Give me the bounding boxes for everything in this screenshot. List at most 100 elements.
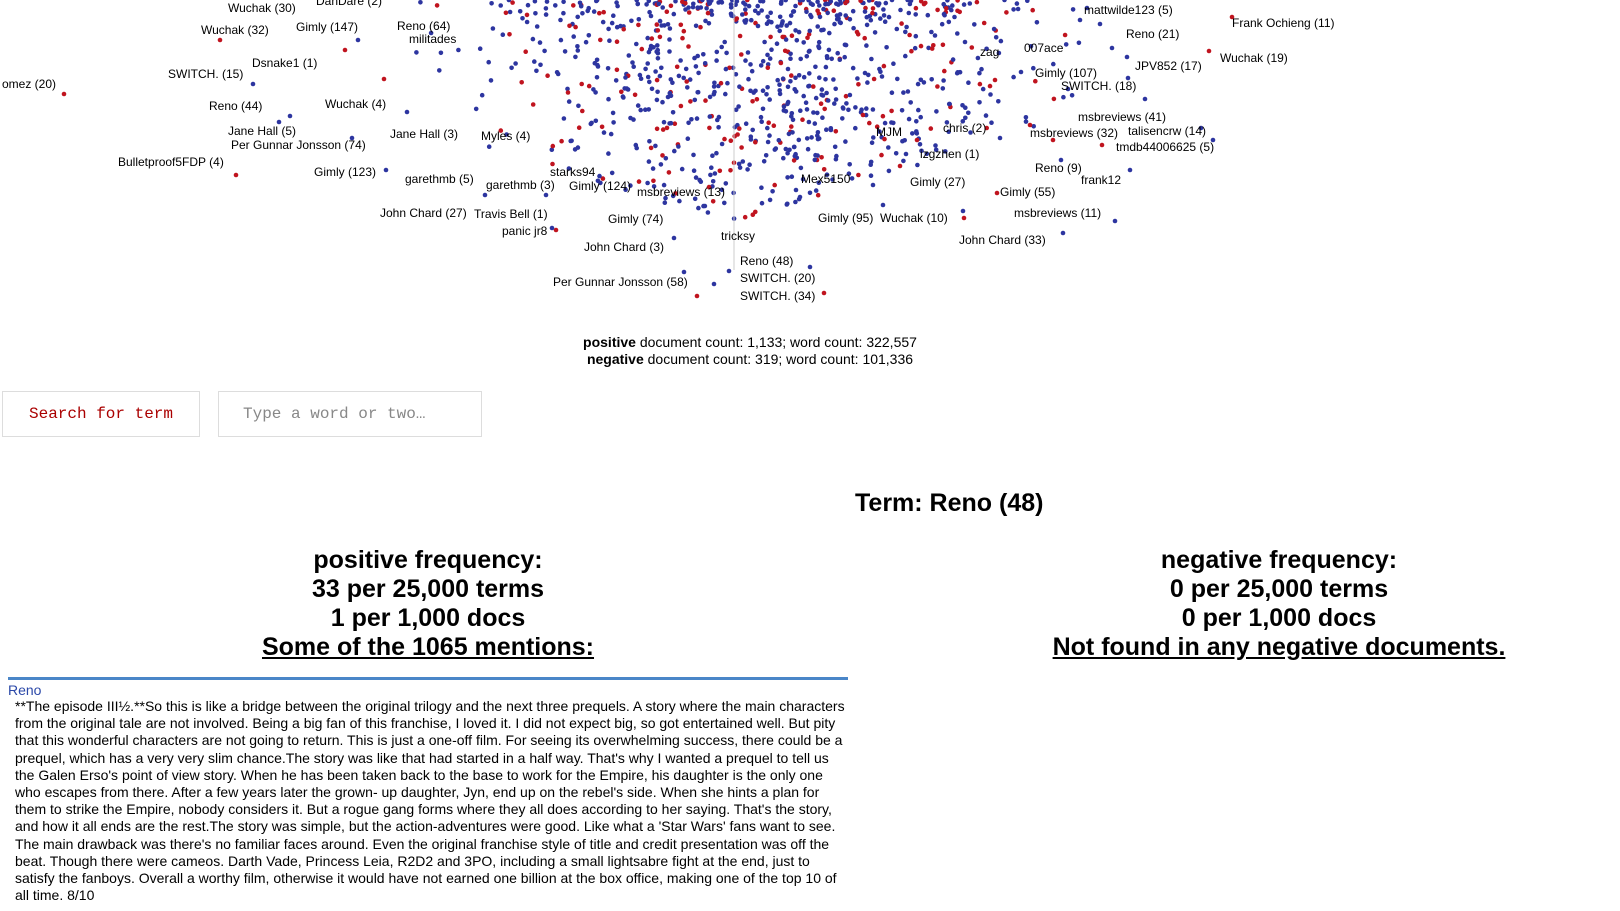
positive-term-dot[interactable] bbox=[796, 29, 802, 35]
negative-term-dot[interactable] bbox=[1062, 32, 1068, 38]
positive-term-dot[interactable] bbox=[667, 90, 673, 96]
negative-term-dot[interactable] bbox=[843, 93, 849, 99]
positive-term-dot[interactable] bbox=[573, 54, 578, 60]
point-label[interactable]: msbreviews (32) bbox=[1030, 126, 1118, 140]
positive-term-dot[interactable] bbox=[797, 0, 803, 3]
negative-term-dot[interactable] bbox=[994, 190, 1000, 196]
snippet-author-link[interactable]: Reno bbox=[8, 682, 42, 698]
positive-term-dot[interactable] bbox=[870, 107, 876, 112]
negative-term-dot[interactable] bbox=[909, 48, 914, 54]
positive-term-dot[interactable] bbox=[820, 93, 826, 98]
positive-term-dot[interactable] bbox=[670, 110, 676, 115]
positive-term-dot[interactable] bbox=[549, 225, 555, 231]
positive-term-dot[interactable] bbox=[543, 6, 549, 11]
positive-term-dot[interactable] bbox=[846, 107, 851, 113]
negative-term-dot[interactable] bbox=[943, 6, 949, 11]
positive-term-dot[interactable] bbox=[532, 59, 537, 64]
positive-term-dot[interactable] bbox=[749, 68, 755, 74]
positive-term-dot[interactable] bbox=[760, 88, 766, 93]
positive-term-dot[interactable] bbox=[950, 3, 955, 8]
positive-term-dot[interactable] bbox=[615, 3, 620, 9]
positive-term-dot[interactable] bbox=[610, 110, 616, 116]
positive-term-dot[interactable] bbox=[824, 172, 830, 177]
positive-term-dot[interactable] bbox=[606, 151, 611, 156]
negative-term-dot[interactable] bbox=[619, 89, 624, 95]
positive-term-dot[interactable] bbox=[716, 114, 722, 120]
positive-term-dot[interactable] bbox=[864, 22, 870, 28]
positive-term-dot[interactable] bbox=[634, 145, 639, 151]
positive-term-dot[interactable] bbox=[504, 132, 509, 137]
positive-term-dot[interactable] bbox=[934, 109, 939, 114]
positive-term-dot[interactable] bbox=[648, 13, 654, 19]
positive-term-dot[interactable] bbox=[837, 57, 843, 62]
positive-term-dot[interactable] bbox=[766, 19, 772, 24]
positive-term-dot[interactable] bbox=[820, 115, 825, 120]
negative-term-dot[interactable] bbox=[507, 32, 512, 37]
positive-term-dot[interactable] bbox=[653, 69, 658, 74]
negative-term-dot[interactable] bbox=[672, 121, 678, 126]
positive-term-dot[interactable] bbox=[568, 138, 573, 144]
positive-term-dot[interactable] bbox=[734, 0, 740, 4]
positive-term-dot[interactable] bbox=[575, 48, 581, 53]
positive-term-dot[interactable] bbox=[566, 99, 572, 104]
positive-term-dot[interactable] bbox=[710, 179, 716, 184]
negative-term-dot[interactable] bbox=[706, 184, 712, 190]
point-label[interactable]: Gimly (55) bbox=[1000, 185, 1055, 199]
positive-term-dot[interactable] bbox=[746, 76, 751, 82]
positive-term-dot[interactable] bbox=[800, 176, 806, 182]
positive-term-dot[interactable] bbox=[804, 9, 809, 15]
positive-term-dot[interactable] bbox=[823, 77, 828, 82]
positive-term-dot[interactable] bbox=[722, 39, 727, 45]
positive-term-dot[interactable] bbox=[658, 162, 664, 167]
positive-term-dot[interactable] bbox=[538, 62, 543, 68]
positive-term-dot[interactable] bbox=[553, 3, 558, 8]
positive-term-dot[interactable] bbox=[828, 127, 834, 133]
positive-term-dot[interactable] bbox=[630, 60, 635, 65]
positive-term-dot[interactable] bbox=[1011, 74, 1016, 80]
positive-term-dot[interactable] bbox=[677, 198, 682, 204]
positive-term-dot[interactable] bbox=[620, 94, 626, 99]
positive-term-dot[interactable] bbox=[600, 19, 606, 25]
positive-term-dot[interactable] bbox=[1014, 1, 1020, 6]
negative-term-dot[interactable] bbox=[987, 83, 993, 89]
positive-term-dot[interactable] bbox=[1023, 119, 1029, 124]
positive-term-dot[interactable] bbox=[765, 14, 770, 20]
point-label[interactable]: Jane Hall (5) bbox=[228, 124, 296, 138]
positive-term-dot[interactable] bbox=[915, 162, 920, 168]
positive-term-dot[interactable] bbox=[910, 131, 915, 136]
positive-term-dot[interactable] bbox=[608, 131, 614, 137]
positive-term-dot[interactable] bbox=[843, 13, 848, 18]
positive-term-dot[interactable] bbox=[816, 180, 822, 185]
negative-term-dot[interactable] bbox=[654, 126, 660, 132]
positive-term-dot[interactable] bbox=[905, 89, 911, 94]
positive-term-dot[interactable] bbox=[414, 50, 419, 55]
negative-term-dot[interactable] bbox=[862, 35, 867, 41]
positive-term-dot[interactable] bbox=[759, 200, 765, 206]
positive-term-dot[interactable] bbox=[659, 23, 664, 28]
positive-term-dot[interactable] bbox=[701, 52, 706, 57]
positive-term-dot[interactable] bbox=[868, 173, 874, 178]
positive-term-dot[interactable] bbox=[871, 135, 876, 140]
positive-term-dot[interactable] bbox=[756, 11, 761, 16]
positive-term-dot[interactable] bbox=[806, 0, 811, 3]
positive-term-dot[interactable] bbox=[889, 90, 895, 95]
negative-term-dot[interactable] bbox=[553, 227, 559, 233]
point-label[interactable]: Gimly (124) bbox=[569, 179, 631, 193]
positive-term-dot[interactable] bbox=[712, 80, 717, 86]
positive-term-dot[interactable] bbox=[900, 138, 905, 144]
positive-term-dot[interactable] bbox=[952, 14, 957, 20]
negative-term-dot[interactable] bbox=[666, 170, 672, 175]
positive-term-dot[interactable] bbox=[807, 264, 813, 270]
point-label[interactable]: starks94 bbox=[550, 165, 596, 179]
positive-term-dot[interactable] bbox=[1011, 7, 1016, 12]
positive-term-dot[interactable] bbox=[349, 135, 355, 141]
positive-term-dot[interactable] bbox=[996, 50, 1002, 56]
positive-term-dot[interactable] bbox=[921, 80, 927, 85]
positive-term-dot[interactable] bbox=[667, 49, 672, 54]
negative-term-dot[interactable] bbox=[1050, 137, 1056, 143]
positive-term-dot[interactable] bbox=[815, 0, 820, 4]
positive-term-dot[interactable] bbox=[1015, 6, 1021, 12]
positive-term-dot[interactable] bbox=[543, 12, 549, 17]
negative-term-dot[interactable] bbox=[771, 123, 777, 128]
point-label[interactable]: SWITCH. (15) bbox=[168, 67, 243, 81]
